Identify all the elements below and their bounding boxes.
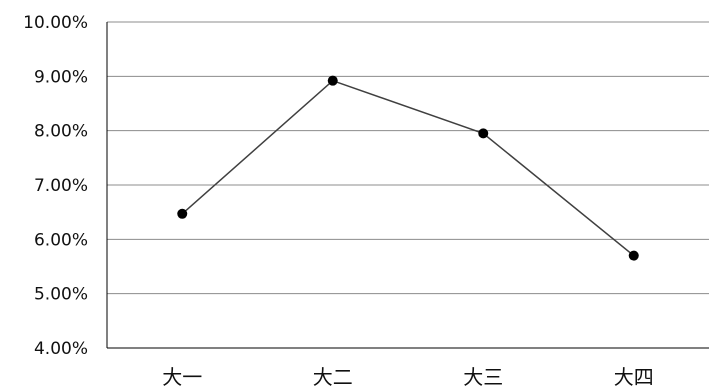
- y-tick-label: 10.00%: [23, 13, 88, 33]
- series: [177, 75, 639, 261]
- data-point: [628, 250, 639, 261]
- x-axis-category-labels: 大一 大二 大三 大四: [162, 365, 654, 389]
- gridlines: [107, 21, 709, 295]
- y-axis-tick-labels: 4.00% 5.00% 6.00% 7.00% 8.00% 9.00% 10.00%: [23, 13, 88, 359]
- data-point: [327, 75, 338, 86]
- series-line: [181, 79, 635, 257]
- x-tick-label: 大二: [313, 365, 353, 389]
- y-tick-label: 9.00%: [34, 67, 88, 87]
- x-tick-label: 大四: [614, 365, 654, 389]
- y-tick-label: 4.00%: [34, 339, 88, 359]
- y-tick-label: 7.00%: [34, 176, 88, 196]
- x-tick-label: 大一: [162, 365, 202, 389]
- x-tick-label: 大三: [463, 365, 503, 389]
- y-tick-label: 6.00%: [34, 230, 88, 250]
- y-tick-label: 8.00%: [34, 122, 88, 142]
- data-point: [478, 128, 489, 139]
- axes: [106, 22, 709, 349]
- data-point: [177, 208, 188, 219]
- y-tick-label: 5.00%: [34, 285, 88, 305]
